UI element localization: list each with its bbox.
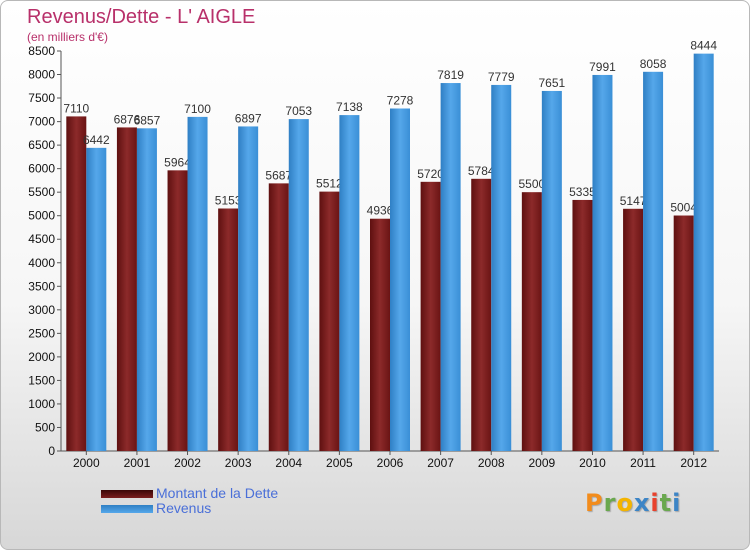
y-tick-label: 6500 bbox=[28, 138, 55, 152]
logo-letter: t bbox=[659, 489, 673, 517]
x-tick-label: 2010 bbox=[579, 456, 606, 470]
bar-revenus bbox=[288, 119, 309, 451]
y-tick-label: 5500 bbox=[28, 185, 55, 199]
bar-revenus bbox=[541, 90, 562, 451]
bar-dette bbox=[66, 116, 87, 451]
x-tick-label: 2002 bbox=[174, 456, 201, 470]
y-tick-label: 1500 bbox=[28, 373, 55, 387]
data-label-revenus: 7651 bbox=[538, 76, 565, 90]
data-label-dette: 5004 bbox=[670, 201, 697, 215]
y-tick-label: 0 bbox=[48, 444, 55, 458]
bar-revenus bbox=[440, 83, 461, 451]
bar-revenus bbox=[339, 115, 360, 451]
x-tick-label: 2003 bbox=[225, 456, 252, 470]
bar-revenus bbox=[187, 116, 208, 451]
y-tick-label: 4500 bbox=[28, 232, 55, 246]
y-tick-label: 2000 bbox=[28, 350, 55, 364]
bar-revenus bbox=[390, 108, 410, 451]
data-label-dette: 5687 bbox=[265, 168, 292, 182]
bar-revenus bbox=[136, 128, 157, 451]
data-label-revenus: 7991 bbox=[589, 60, 616, 74]
bar-dette bbox=[572, 199, 593, 451]
y-tick-label: 3000 bbox=[28, 303, 55, 317]
x-tick-label: 2001 bbox=[124, 456, 151, 470]
legend-swatch-revenus bbox=[101, 505, 153, 513]
legend-label-dette: Montant de la Dette bbox=[156, 485, 279, 501]
data-label-dette: 4936 bbox=[367, 204, 394, 218]
bar-dette bbox=[268, 183, 289, 451]
y-tick-label: 1000 bbox=[28, 397, 55, 411]
bar-dette bbox=[420, 181, 441, 451]
y-tick-label: 6000 bbox=[28, 162, 55, 176]
legend-label-revenus: Revenus bbox=[156, 500, 212, 516]
y-tick-label: 7500 bbox=[28, 91, 55, 105]
data-label-revenus: 7278 bbox=[387, 94, 414, 108]
logo-letter: r bbox=[603, 489, 617, 517]
data-label-revenus: 8444 bbox=[690, 39, 717, 53]
y-tick-label: 2500 bbox=[28, 326, 55, 340]
data-label-revenus: 6897 bbox=[235, 111, 262, 125]
x-tick-label: 2007 bbox=[427, 456, 454, 470]
chart-title: Revenus/Dette - L' AIGLE bbox=[27, 6, 256, 28]
logo-letter: x bbox=[633, 489, 651, 517]
data-label-dette: 6876 bbox=[114, 112, 141, 126]
logo-letter: P bbox=[585, 489, 604, 517]
bar-dette bbox=[623, 208, 644, 451]
bar-dette bbox=[471, 178, 492, 451]
x-tick-label: 2011 bbox=[630, 456, 656, 470]
data-label-revenus: 7138 bbox=[336, 100, 363, 114]
y-tick-label: 4000 bbox=[28, 256, 55, 270]
y-tick-label: 7000 bbox=[28, 115, 55, 129]
x-tick-label: 2008 bbox=[478, 456, 505, 470]
bar-revenus bbox=[643, 71, 664, 452]
data-label-dette: 7110 bbox=[63, 101, 89, 115]
y-tick-label: 8500 bbox=[28, 44, 55, 58]
data-label-dette: 5147 bbox=[620, 194, 647, 208]
bar-revenus bbox=[491, 84, 512, 451]
bar-dette bbox=[116, 127, 137, 452]
legend-swatch-dette bbox=[101, 490, 153, 498]
data-label-dette: 5784 bbox=[468, 164, 495, 178]
bar-revenus bbox=[238, 126, 259, 451]
bar-dette bbox=[370, 218, 390, 451]
logo-letter: i bbox=[672, 489, 682, 517]
data-label-dette: 5500 bbox=[518, 177, 545, 191]
data-label-revenus: 8058 bbox=[640, 57, 667, 71]
proxiti-logo: Proxiti bbox=[585, 489, 681, 517]
bar-dette bbox=[521, 192, 542, 452]
bar-revenus bbox=[592, 74, 613, 451]
y-tick-label: 8000 bbox=[28, 68, 55, 82]
bar-revenus bbox=[86, 147, 107, 452]
data-label-dette: 5720 bbox=[417, 167, 444, 181]
bar-dette bbox=[218, 208, 239, 451]
logo-letter: o bbox=[616, 489, 634, 517]
data-label-revenus: 7053 bbox=[285, 104, 312, 118]
chart-subtitle: (en milliers d'€) bbox=[27, 30, 108, 44]
data-label-dette: 5335 bbox=[569, 185, 596, 199]
data-label-dette: 5153 bbox=[215, 194, 242, 208]
data-label-revenus: 6442 bbox=[83, 133, 110, 147]
x-tick-label: 2004 bbox=[275, 456, 302, 470]
x-tick-label: 2005 bbox=[326, 456, 353, 470]
y-tick-label: 500 bbox=[35, 420, 55, 434]
data-label-dette: 5964 bbox=[164, 155, 191, 169]
bar-dette bbox=[673, 215, 694, 451]
logo-letter: i bbox=[650, 489, 660, 517]
data-label-dette: 5512 bbox=[316, 177, 343, 191]
data-label-revenus: 6857 bbox=[134, 113, 161, 127]
x-tick-label: 2012 bbox=[680, 456, 707, 470]
x-tick-label: 2006 bbox=[377, 456, 404, 470]
bar-revenus bbox=[693, 53, 714, 452]
y-tick-label: 3500 bbox=[28, 279, 55, 293]
data-label-revenus: 7100 bbox=[184, 102, 211, 116]
x-tick-label: 2009 bbox=[528, 456, 555, 470]
data-label-revenus: 7819 bbox=[437, 68, 464, 82]
y-tick-label: 5000 bbox=[28, 209, 55, 223]
data-label-revenus: 7779 bbox=[488, 70, 515, 84]
bar-dette bbox=[319, 191, 340, 452]
x-tick-label: 2000 bbox=[73, 456, 100, 470]
bar-dette bbox=[167, 170, 188, 451]
